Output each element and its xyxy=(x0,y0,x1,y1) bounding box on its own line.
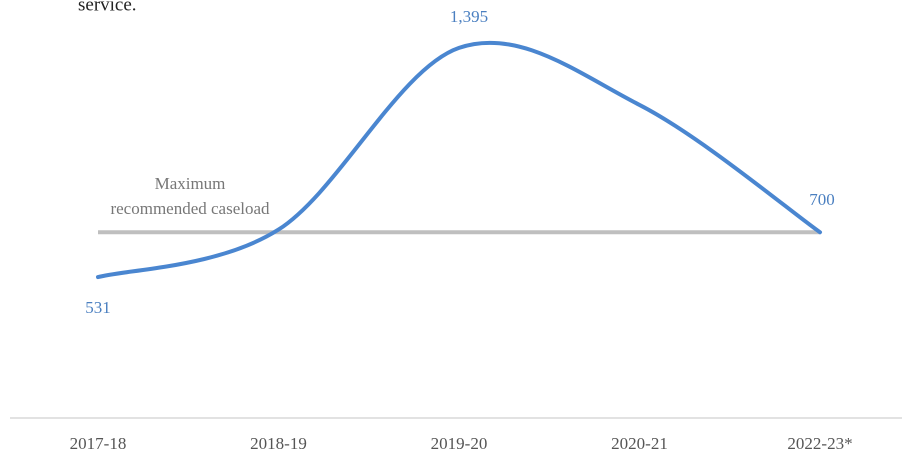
data-label: 1,395 xyxy=(450,7,488,26)
subtitle: service. xyxy=(78,0,137,15)
reference-label: Maximum xyxy=(155,174,226,193)
reference-label: recommended caseload xyxy=(110,199,270,218)
x-tick-label: 2022-23* xyxy=(787,434,852,453)
line xyxy=(96,40,822,280)
data-label: 531 xyxy=(85,298,111,317)
x-tick-label: 2018-19 xyxy=(250,434,307,453)
data-label: 700 xyxy=(809,190,835,209)
x-tick-label: 2020-21 xyxy=(611,434,668,453)
x-tick-label: 2019-20 xyxy=(431,434,488,453)
x-tick-label: 2017-18 xyxy=(70,434,127,453)
